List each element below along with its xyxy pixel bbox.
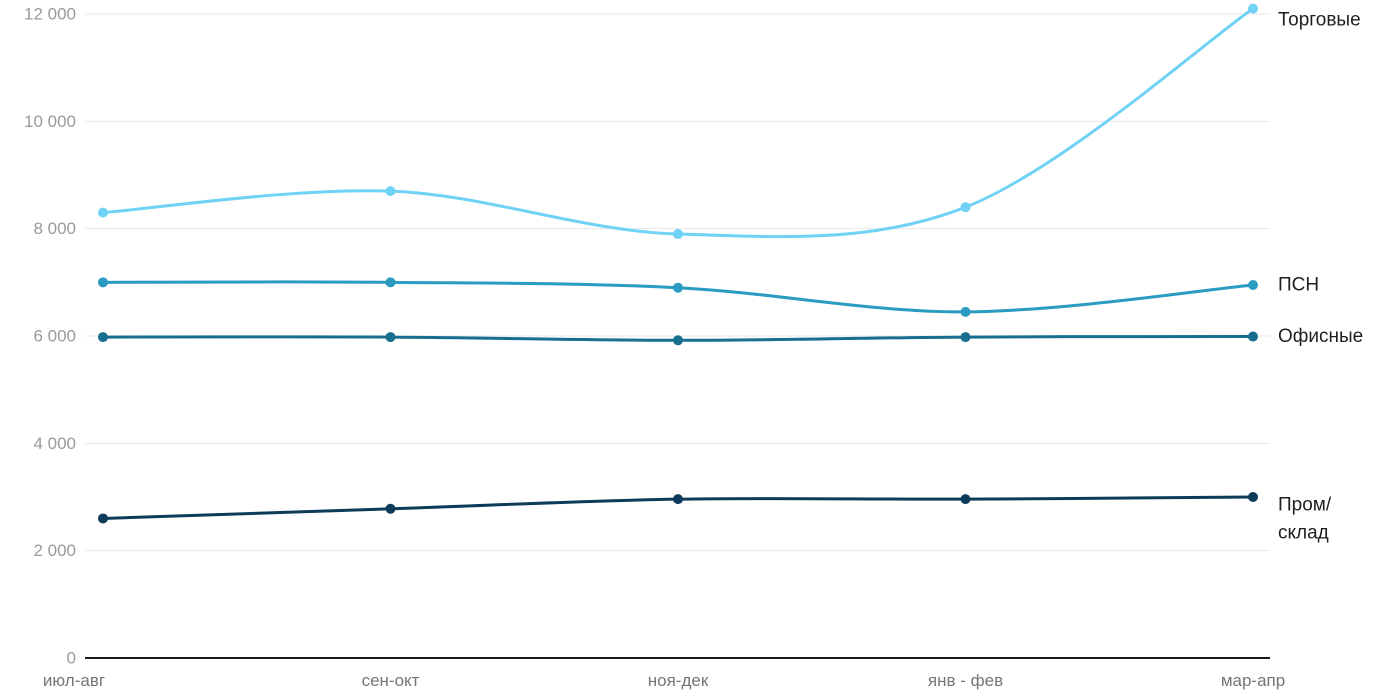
- series-point-ofisnye-0: [98, 332, 108, 343]
- series-label-torgovye: Торговые: [1278, 10, 1361, 31]
- series-point-ofisnye-1: [385, 332, 396, 343]
- series-point-ofisnye-2: [673, 335, 683, 346]
- y-tick-label-12000: 12 000: [24, 5, 76, 24]
- series-line-torgovye: [101, 7, 1255, 239]
- series-label-prom-sklad-line1: склад: [1278, 523, 1329, 544]
- x-tick-label-4: мар-апр: [1221, 671, 1285, 690]
- x-tick-label-3: янв - фев: [928, 671, 1003, 690]
- series-point-torgovye-3: [960, 202, 971, 213]
- y-tick-label-8000: 8 000: [33, 219, 76, 238]
- y-tick-label-4000: 4 000: [33, 434, 76, 453]
- series-point-ofisnye-3: [960, 332, 971, 343]
- x-tick-label-1: сен-окт: [362, 671, 420, 690]
- series-point-prom-sklad-1: [385, 503, 396, 514]
- series-point-psn-0: [98, 277, 108, 288]
- y-tick-label-2000: 2 000: [33, 541, 76, 560]
- series-point-ofisnye-4: [1248, 331, 1258, 342]
- series-point-torgovye-1: [385, 186, 396, 197]
- series-label-prom-sklad-line0: Пром/: [1278, 495, 1332, 516]
- series-label-psn: ПСН: [1278, 275, 1319, 296]
- series-point-prom-sklad-0: [98, 513, 108, 524]
- y-tick-label-6000: 6 000: [33, 327, 76, 346]
- series-point-prom-sklad-3: [960, 494, 971, 505]
- series-point-psn-1: [385, 277, 396, 288]
- series-point-prom-sklad-4: [1248, 492, 1258, 502]
- series-label-ofisnye: Офисные: [1278, 326, 1363, 347]
- x-tick-label-0: июл-авг: [43, 671, 105, 690]
- series-point-psn-2: [673, 282, 683, 293]
- series-point-psn-4: [1248, 280, 1258, 291]
- y-tick-label-0: 0: [67, 649, 76, 668]
- series-point-psn-3: [960, 306, 971, 317]
- series-point-torgovye-0: [98, 207, 108, 218]
- series-point-prom-sklad-2: [673, 494, 683, 505]
- x-tick-label-2: ноя-дек: [648, 671, 709, 690]
- series-point-torgovye-4: [1248, 3, 1258, 14]
- series-point-torgovye-2: [673, 229, 683, 240]
- y-tick-label-10000: 10 000: [24, 112, 76, 131]
